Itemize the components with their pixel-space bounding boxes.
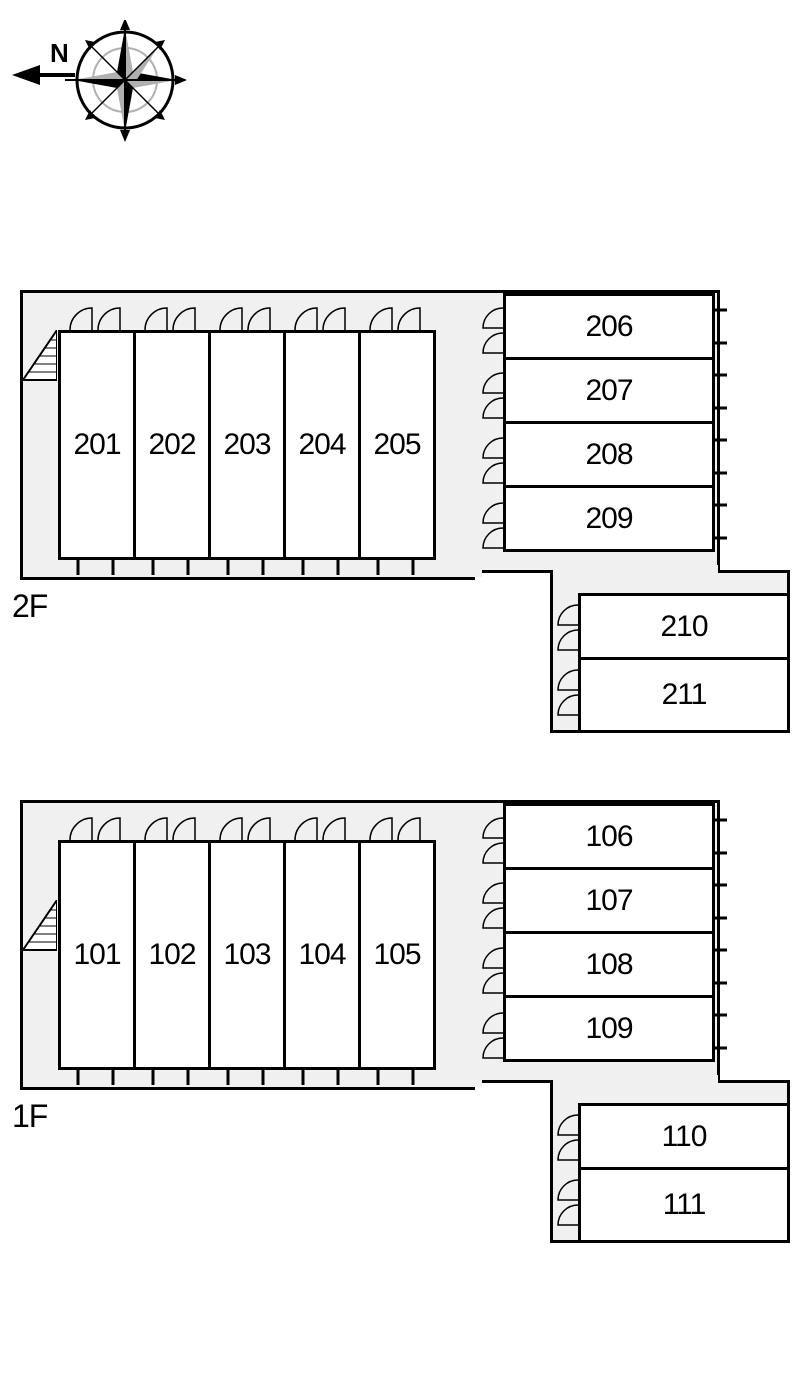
ticks-right-a-2f: [712, 293, 732, 558]
room-label: 109: [585, 1012, 632, 1046]
room-101: 101: [58, 840, 136, 1070]
room-label: 210: [660, 610, 707, 644]
floor-label-2f: 2F: [12, 588, 47, 625]
room-206: 206: [503, 293, 715, 360]
room-label: 211: [662, 678, 707, 712]
svg-text:N: N: [50, 38, 69, 68]
room-label: 111: [663, 1188, 706, 1222]
room-label: 204: [298, 428, 345, 462]
ticks-left-1f: [58, 1070, 438, 1095]
room-label: 105: [373, 938, 420, 972]
ticks-left-2f: [58, 560, 438, 585]
room-label: 202: [148, 428, 195, 462]
room-105: 105: [358, 840, 436, 1070]
room-203: 203: [208, 330, 286, 560]
floor-plan-1f: 101 102 103 104 105: [10, 800, 790, 1270]
connector2-2f: [553, 565, 718, 580]
room-208: 208: [503, 421, 715, 488]
doors-left-2f: [58, 300, 438, 330]
room-label: 107: [585, 884, 632, 918]
room-label: 110: [662, 1120, 707, 1154]
doors-right-a-1f: [478, 803, 506, 1073]
room-label: 207: [585, 374, 632, 408]
compass-circle: [65, 20, 187, 142]
room-label: 209: [585, 502, 632, 536]
room-205: 205: [358, 330, 436, 560]
room-106: 106: [503, 803, 715, 870]
compass-rose: N: [10, 20, 190, 150]
room-210: 210: [578, 593, 790, 660]
connector2-1f: [553, 1075, 718, 1090]
room-110: 110: [578, 1103, 790, 1170]
room-204: 204: [283, 330, 361, 560]
room-102: 102: [133, 840, 211, 1070]
room-label: 102: [148, 938, 195, 972]
room-201: 201: [58, 330, 136, 560]
room-207: 207: [503, 357, 715, 424]
room-104: 104: [283, 840, 361, 1070]
room-107: 107: [503, 867, 715, 934]
room-103: 103: [208, 840, 286, 1070]
room-label: 203: [223, 428, 270, 462]
room-label: 205: [373, 428, 420, 462]
floor-plan-2f: 201 202 203 204 205: [10, 290, 790, 760]
room-label: 104: [298, 938, 345, 972]
doors-left-1f: [58, 810, 438, 840]
stairs-icon: [23, 330, 57, 385]
north-arrow: N: [12, 38, 75, 85]
room-label: 201: [73, 428, 120, 462]
room-211: 211: [578, 657, 790, 733]
room-label: 208: [585, 438, 632, 472]
room-108: 108: [503, 931, 715, 998]
room-label: 108: [585, 948, 632, 982]
room-109: 109: [503, 995, 715, 1062]
room-202: 202: [133, 330, 211, 560]
ticks-right-a-1f: [712, 803, 732, 1068]
room-label: 106: [585, 820, 632, 854]
room-209: 209: [503, 485, 715, 552]
doors-right-b-1f: [553, 1103, 581, 1248]
room-label: 101: [73, 938, 120, 972]
floor-label-1f: 1F: [12, 1098, 47, 1135]
room-111: 111: [578, 1167, 790, 1243]
room-label: 206: [585, 310, 632, 344]
stairs-icon: [23, 900, 57, 955]
doors-right-b-2f: [553, 593, 581, 738]
doors-right-a-2f: [478, 293, 506, 563]
room-label: 103: [223, 938, 270, 972]
